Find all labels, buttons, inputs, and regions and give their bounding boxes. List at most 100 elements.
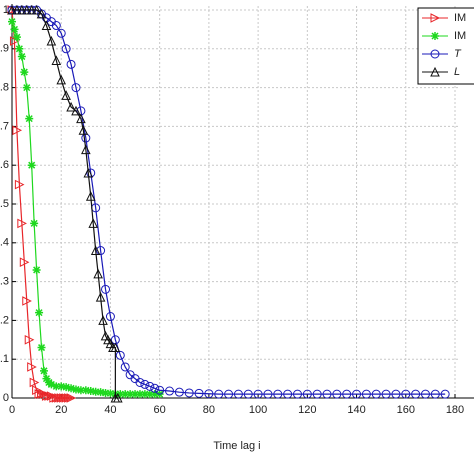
marker xyxy=(36,8,47,19)
series xyxy=(7,5,77,403)
marker xyxy=(150,390,159,399)
marker xyxy=(81,386,90,395)
series xyxy=(7,4,123,403)
marker xyxy=(135,377,145,387)
marker xyxy=(131,390,140,399)
legend-label: IM xyxy=(454,12,466,24)
marker xyxy=(214,389,224,399)
marker xyxy=(391,389,401,399)
x-tick-label: 20 xyxy=(55,404,67,416)
marker xyxy=(101,388,110,397)
marker xyxy=(430,49,440,59)
y-tick-label: 0.2 xyxy=(0,314,9,326)
marker xyxy=(71,105,81,116)
y-tick-label: 0.5 xyxy=(0,198,9,210)
legend-label: T xyxy=(454,48,462,60)
marker xyxy=(115,350,125,360)
marker xyxy=(243,389,253,399)
marker xyxy=(224,389,234,399)
marker xyxy=(106,389,115,398)
marker xyxy=(110,342,121,353)
marker xyxy=(64,393,74,403)
x-tick-label: 120 xyxy=(298,404,316,416)
marker xyxy=(37,389,47,399)
marker xyxy=(12,33,21,42)
marker xyxy=(12,125,23,136)
marker xyxy=(15,44,24,53)
marker xyxy=(381,389,391,399)
marker xyxy=(91,387,100,396)
marker xyxy=(283,389,293,399)
x-tick-label: 40 xyxy=(104,404,116,416)
marker xyxy=(96,246,106,256)
marker xyxy=(204,389,214,399)
marker xyxy=(105,312,115,322)
marker xyxy=(233,389,243,399)
marker xyxy=(96,388,105,397)
marker xyxy=(52,382,61,391)
y-tick-label: 0.6 xyxy=(0,159,9,171)
marker xyxy=(27,161,36,170)
marker xyxy=(29,377,40,388)
marker xyxy=(292,389,302,399)
marker xyxy=(78,125,89,135)
marker xyxy=(90,245,101,256)
marker xyxy=(150,383,160,393)
marker xyxy=(32,265,41,274)
marker xyxy=(430,66,440,77)
marker xyxy=(420,389,430,399)
marker xyxy=(30,219,39,228)
marker xyxy=(174,387,184,397)
marker xyxy=(27,362,37,372)
marker xyxy=(66,393,77,403)
y-tick-label: 0 xyxy=(3,392,9,404)
marker xyxy=(7,4,17,15)
marker xyxy=(113,392,123,403)
marker xyxy=(411,389,421,399)
marker xyxy=(155,385,165,395)
x-tick-label: 60 xyxy=(154,404,166,416)
y-tick-label: 0.9 xyxy=(0,43,9,55)
y-tick-label: 0.3 xyxy=(0,276,9,288)
marker xyxy=(431,32,439,40)
series-line xyxy=(12,9,446,395)
marker xyxy=(135,390,144,399)
marker xyxy=(98,315,108,325)
marker xyxy=(71,385,80,394)
x-tick-label: 180 xyxy=(446,404,464,416)
x-tick-label: 0 xyxy=(9,404,15,416)
marker xyxy=(165,386,175,396)
marker xyxy=(76,386,85,395)
marker xyxy=(37,343,46,352)
x-axis-label: Time lag i xyxy=(213,440,260,452)
marker xyxy=(59,393,69,403)
x-tick-label: 100 xyxy=(249,404,267,416)
marker xyxy=(35,308,44,317)
marker xyxy=(17,4,27,15)
marker xyxy=(361,389,371,399)
legend-box xyxy=(417,7,474,85)
marker xyxy=(62,383,71,392)
marker xyxy=(312,389,322,399)
marker xyxy=(56,74,67,85)
x-tick-label: 160 xyxy=(397,404,415,416)
marker xyxy=(54,393,64,403)
y-tick-label: 0.7 xyxy=(0,120,9,132)
marker xyxy=(116,390,125,399)
marker xyxy=(430,13,441,23)
marker xyxy=(49,393,59,403)
marker xyxy=(8,17,16,26)
marker xyxy=(26,4,37,15)
marker xyxy=(71,83,81,93)
marker xyxy=(51,21,61,31)
marker xyxy=(14,179,25,190)
marker xyxy=(47,380,56,389)
marker xyxy=(273,389,283,399)
marker xyxy=(31,4,42,15)
marker xyxy=(25,114,34,123)
marker xyxy=(20,68,29,77)
marker xyxy=(17,52,26,61)
marker xyxy=(440,389,450,399)
marker xyxy=(95,292,106,302)
